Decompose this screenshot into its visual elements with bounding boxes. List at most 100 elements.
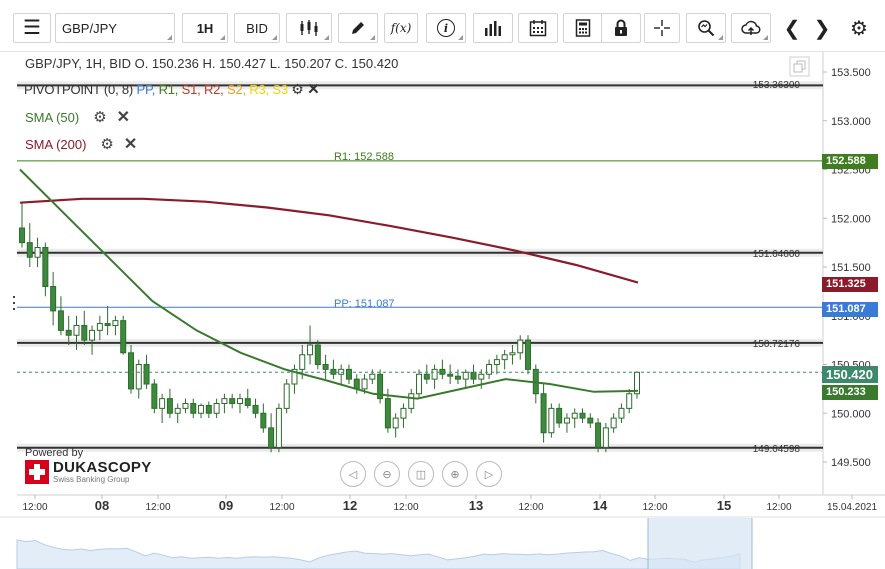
candle [26,223,33,267]
y-tick-label: 153.500 [831,67,871,79]
candle [587,413,594,428]
candle [73,315,80,350]
candle [166,388,173,419]
calendar-button[interactable] [518,13,558,43]
plot-background [17,52,823,495]
y-tick-label: 150.000 [831,408,871,420]
candle [501,349,508,370]
left-drag-handle[interactable] [13,296,15,310]
pivot-levels [17,81,823,452]
zoom-out-icon: ⊖ [382,468,392,481]
candle [112,315,119,336]
symbol-selector[interactable]: GBP/JPY [55,13,175,43]
candle [602,423,609,453]
price-type-selector[interactable]: BID [234,13,280,43]
candle [431,364,438,389]
candlestick-icon [300,20,318,36]
nav-next-button[interactable]: ▷ [476,461,502,487]
dropdown-corner-icon [370,35,375,40]
zoom-button[interactable] [686,13,726,43]
candle [81,310,88,345]
candle [89,325,96,355]
level-label-150-7: 150.72176 [753,339,801,350]
sma200-settings-icon[interactable]: ⚙ [100,136,114,153]
cloud-upload-button[interactable] [731,13,771,43]
candle [19,203,25,248]
dropdown-corner-icon [718,35,723,40]
candle [252,398,259,419]
sma200-label: SMA (200) [25,136,87,152]
candle [400,403,407,428]
sma50-settings-icon[interactable]: ⚙ [93,109,107,126]
triangle-right-icon: ▷ [484,468,494,481]
indicators-button[interactable]: f(x) [384,13,418,43]
crosshair-button[interactable] [644,13,680,43]
scroll-left-button[interactable]: ❮ [778,13,806,43]
candle [127,345,134,394]
sma200-legend[interactable]: SMA (200) ⚙ ✕ [25,134,137,154]
logo-subtitle: Swiss Banking Group [53,474,130,484]
sma50-legend[interactable]: SMA (50) ⚙ ✕ [25,107,130,127]
lock-button[interactable] [601,13,641,43]
menu-button[interactable]: ☰ [13,13,51,43]
zoom-in-button[interactable]: ⊕ [442,461,468,487]
dropdown-corner-icon [167,35,172,40]
x-tick-label: 12:00 [518,502,543,513]
chart-canvas[interactable]: 153.36300 R1: 152.588 151.64600 PP: 151.… [0,52,885,569]
maximize-icon[interactable] [789,56,810,77]
price-tag-sma50: 150.233 [822,385,878,400]
pivot-legend-prefix: PIVOTPOINT (0, 8) [24,82,134,97]
pivot-close-icon[interactable]: ✕ [307,81,320,98]
reset-view-button[interactable]: ◫ [408,461,434,487]
candle [307,325,314,365]
gear-icon: ⚙ [850,17,868,40]
dukascopy-logo[interactable]: DUKASCOPY Swiss Banking Group [25,460,152,484]
scroll-right-button[interactable]: ❯ [808,13,836,43]
chart-area[interactable]: 153.36300 R1: 152.588 151.64600 PP: 151.… [0,52,885,569]
candle [34,237,41,267]
calculator-button[interactable] [563,13,603,43]
candle [626,388,633,414]
candle [595,418,602,453]
calendar-icon [529,20,547,37]
y-tick-label: 152.000 [831,213,871,225]
reset-icon: ◫ [415,468,427,481]
candle [143,354,150,389]
candle [345,364,352,384]
volume-button[interactable] [473,13,513,43]
x-tick-label: 12:00 [766,502,791,513]
candle [571,408,578,428]
function-icon: f(x) [390,21,412,35]
x-tick-label: 13 [469,498,483,513]
pencil-icon [352,22,364,34]
candle [221,393,228,414]
candle [190,398,197,419]
navigator-window[interactable] [648,518,752,569]
x-tick-label: 12:00 [145,502,170,513]
candle [213,398,220,419]
sma200-close-icon[interactable]: ✕ [123,136,138,153]
x-tick-label: 12:00 [642,502,667,513]
chart-type-button[interactable] [286,13,332,43]
candle [174,403,181,423]
candle [392,413,399,438]
candle [447,364,454,384]
x-tick-label: 12:00 [22,502,47,513]
timeframe-selector[interactable]: 1H [182,13,228,43]
candle [377,369,384,404]
price-tag-r1: 152.588 [822,154,878,169]
pivot-legend[interactable]: PIVOTPOINT (0, 8) PP, R1, S1, R2, S2, R3… [24,80,320,98]
candle [322,354,329,380]
chevron-right-icon: ❯ [813,17,831,40]
candle [198,403,205,419]
candle [579,408,586,423]
settings-button[interactable]: ⚙ [845,13,873,43]
zoom-out-button[interactable]: ⊖ [374,461,400,487]
sma50-label: SMA (50) [25,109,80,125]
pivot-settings-icon[interactable]: ⚙ [291,81,304,97]
pivot-legend-item: PP, [136,82,159,97]
nav-prev-button[interactable]: ◁ [340,461,366,487]
sma50-close-icon[interactable]: ✕ [116,109,131,126]
info-button[interactable]: i [426,13,466,43]
drawing-tools-button[interactable] [338,13,378,43]
